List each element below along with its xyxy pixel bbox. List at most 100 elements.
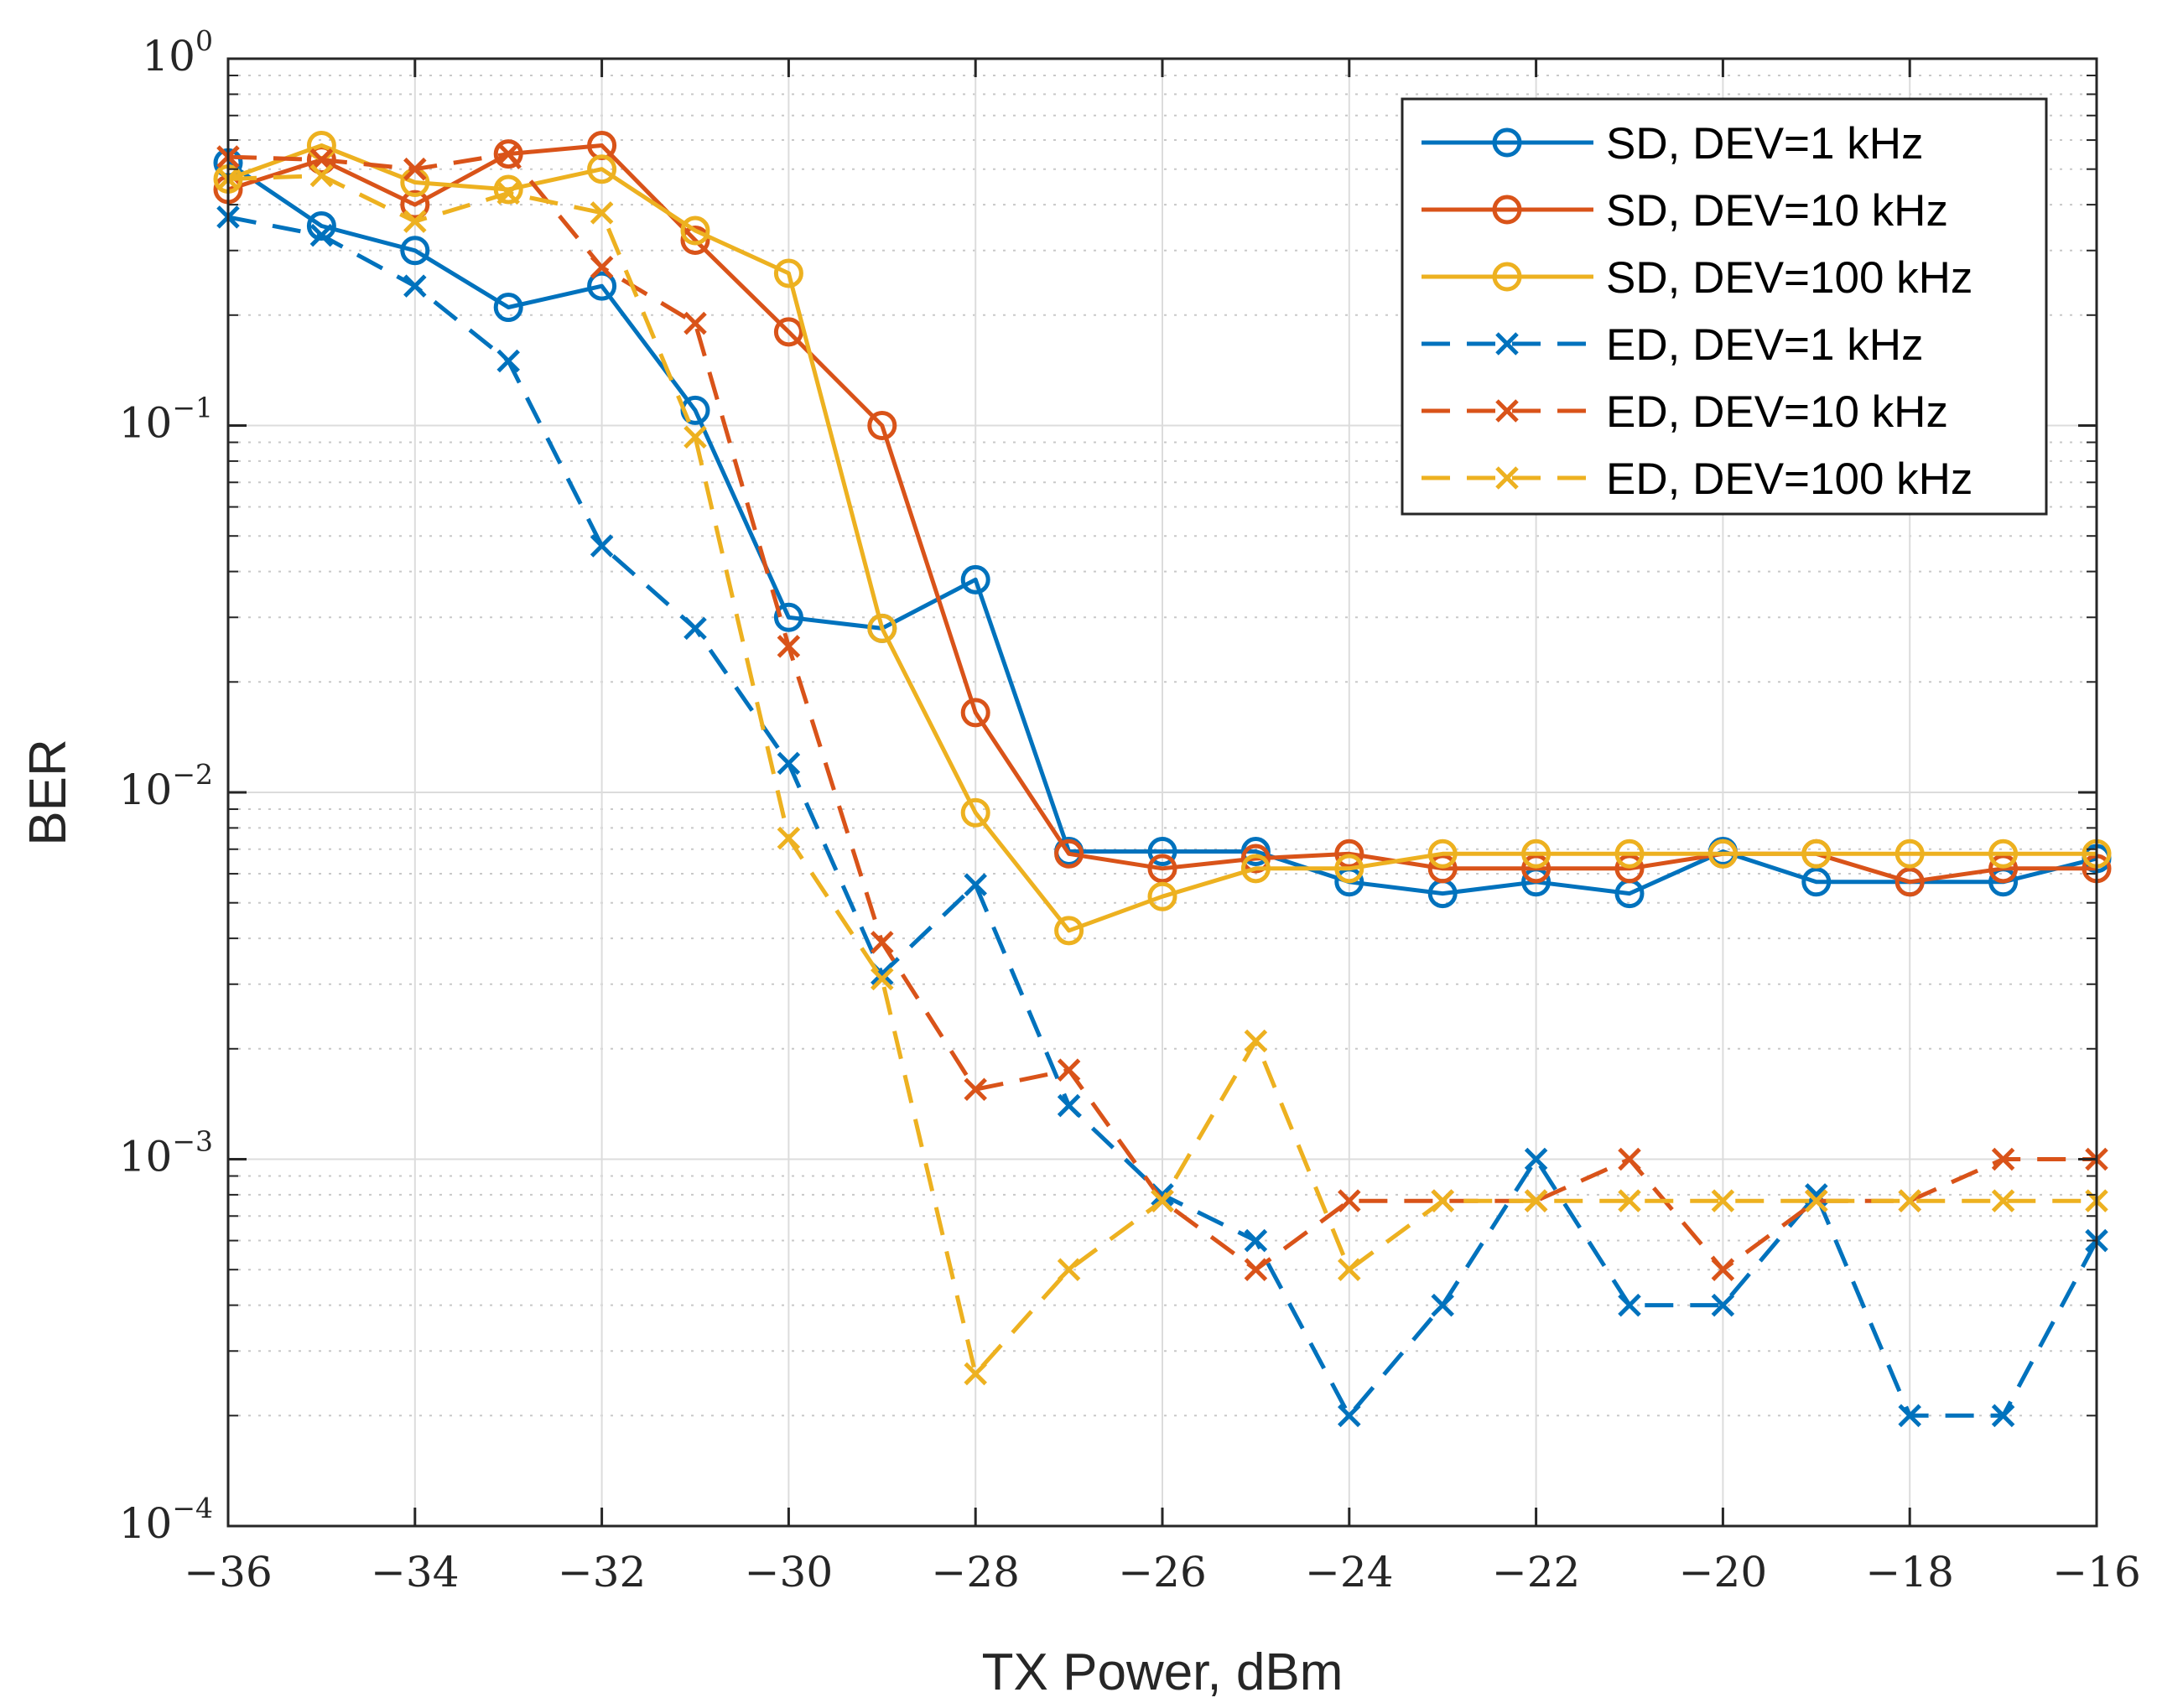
y-tick-label: 10−3 bbox=[119, 1125, 213, 1181]
data-point-marker bbox=[1991, 1147, 2015, 1171]
series-line bbox=[227, 143, 2097, 933]
data-point-marker bbox=[1244, 1228, 1268, 1253]
y-tick-label: 10−4 bbox=[119, 1492, 213, 1548]
data-point-marker bbox=[403, 210, 427, 233]
marker-stroke bbox=[1431, 1293, 1454, 1317]
data-point-marker bbox=[683, 425, 707, 449]
data-point-marker bbox=[1057, 1058, 1081, 1082]
data-point-marker bbox=[1492, 195, 1522, 225]
series-3 bbox=[216, 205, 2108, 1428]
data-point-marker bbox=[1524, 1147, 1548, 1171]
data-point-marker bbox=[587, 271, 617, 301]
data-point-marker bbox=[590, 534, 614, 558]
marker-stroke bbox=[1711, 1189, 1735, 1212]
data-point-marker bbox=[400, 236, 430, 266]
marker-stroke bbox=[1057, 1058, 1081, 1082]
data-point-marker bbox=[867, 411, 897, 440]
marker-stroke bbox=[1495, 399, 1519, 423]
marker-stroke bbox=[403, 157, 427, 181]
data-point-marker bbox=[871, 931, 894, 954]
data-point-marker bbox=[306, 210, 336, 241]
data-point-marker bbox=[1898, 1404, 1921, 1428]
data-point-marker bbox=[587, 154, 617, 184]
legend-label: SD, DEV=1 kHz bbox=[1606, 119, 1923, 169]
data-point-marker bbox=[867, 613, 897, 643]
legend-label: ED, DEV=100 kHz bbox=[1606, 454, 1972, 504]
data-point-marker bbox=[309, 223, 334, 247]
data-point-marker bbox=[773, 258, 803, 288]
marker-stroke bbox=[964, 1077, 987, 1101]
data-point-marker bbox=[1338, 1404, 1361, 1428]
data-point-marker bbox=[1427, 838, 1458, 869]
data-point-marker bbox=[1805, 1189, 1828, 1212]
marker-stroke bbox=[683, 616, 707, 641]
data-point-marker bbox=[1151, 1189, 1174, 1212]
data-point-marker bbox=[1618, 1147, 1641, 1171]
marker-stroke bbox=[1338, 1404, 1361, 1428]
data-point-marker bbox=[493, 293, 523, 323]
data-point-marker bbox=[1054, 838, 1084, 869]
marker-stroke bbox=[1495, 332, 1519, 356]
legend-label: ED, DEV=1 kHz bbox=[1606, 320, 1923, 370]
x-tick-label: −32 bbox=[558, 1548, 647, 1596]
data-point-marker bbox=[1521, 854, 1551, 884]
marker-stroke bbox=[1618, 1147, 1641, 1171]
data-point-marker bbox=[1495, 332, 1519, 356]
data-point-marker bbox=[493, 139, 523, 169]
data-point-marker bbox=[1495, 399, 1519, 423]
x-tick-labels: −36 −34 −32 −30 −28 −26 −24 −22 −20 −18 −16 bbox=[184, 1548, 2141, 1596]
legend-entry: ED, DEV=1 kHz bbox=[1422, 320, 1923, 370]
data-point-marker bbox=[1898, 1189, 1921, 1212]
data-point-marker bbox=[403, 157, 427, 181]
data-point-marker bbox=[1244, 1029, 1268, 1053]
data-point-marker bbox=[1431, 1293, 1454, 1317]
legend-entry: SD, DEV=10 kHz bbox=[1422, 186, 1948, 236]
marker-stroke bbox=[1338, 1258, 1361, 1281]
marker-stroke bbox=[590, 534, 614, 558]
marker-stroke bbox=[1991, 1404, 2015, 1428]
marker-stroke bbox=[1524, 1147, 1548, 1171]
data-point-marker bbox=[1057, 1258, 1081, 1281]
data-point-marker bbox=[1711, 1189, 1735, 1212]
data-point-marker bbox=[680, 225, 710, 255]
data-point-marker bbox=[1991, 1404, 2015, 1428]
data-point-marker bbox=[777, 826, 801, 850]
marker-stroke bbox=[871, 967, 894, 991]
x-axis-label: TX Power, dBm bbox=[982, 1643, 1344, 1701]
data-point-marker bbox=[871, 967, 894, 991]
data-point-marker bbox=[403, 274, 427, 298]
data-point-marker bbox=[1707, 838, 1738, 869]
marker-stroke bbox=[1244, 1228, 1268, 1253]
marker-stroke bbox=[1805, 1183, 1828, 1207]
data-point-marker bbox=[496, 142, 520, 166]
marker-stroke bbox=[1618, 1189, 1641, 1212]
data-point-marker bbox=[496, 181, 520, 205]
marker-stroke bbox=[496, 181, 520, 205]
marker-stroke bbox=[403, 274, 427, 298]
data-point-marker bbox=[777, 751, 801, 776]
y-tick-label: 10−1 bbox=[119, 392, 213, 448]
legend-entry: ED, DEV=10 kHz bbox=[1422, 387, 1948, 437]
marker-stroke bbox=[1805, 1189, 1828, 1212]
series-line bbox=[227, 152, 2097, 1272]
marker-stroke bbox=[871, 962, 894, 986]
data-point-marker bbox=[493, 174, 523, 205]
legend-label: ED, DEV=10 kHz bbox=[1606, 387, 1948, 437]
data-point-marker bbox=[964, 873, 987, 896]
data-point-marker bbox=[1711, 1293, 1735, 1317]
legend-box bbox=[1401, 97, 2048, 516]
data-point-marker bbox=[1801, 867, 1832, 897]
data-point-marker bbox=[1988, 854, 2019, 884]
y-axis-label: BER bbox=[19, 739, 77, 845]
marker-stroke bbox=[1057, 1258, 1081, 1281]
marker-stroke bbox=[496, 142, 520, 166]
marker-stroke bbox=[1244, 1258, 1268, 1281]
x-tick-label: −18 bbox=[1865, 1548, 1954, 1596]
y-tick-label: 100 bbox=[142, 24, 213, 80]
marker-stroke bbox=[1711, 1258, 1735, 1281]
data-point-marker bbox=[683, 616, 707, 641]
y-tick-label: 10−2 bbox=[119, 758, 213, 814]
marker-stroke bbox=[1898, 1404, 1921, 1428]
marker-stroke bbox=[777, 826, 801, 850]
marker-stroke bbox=[590, 256, 614, 279]
